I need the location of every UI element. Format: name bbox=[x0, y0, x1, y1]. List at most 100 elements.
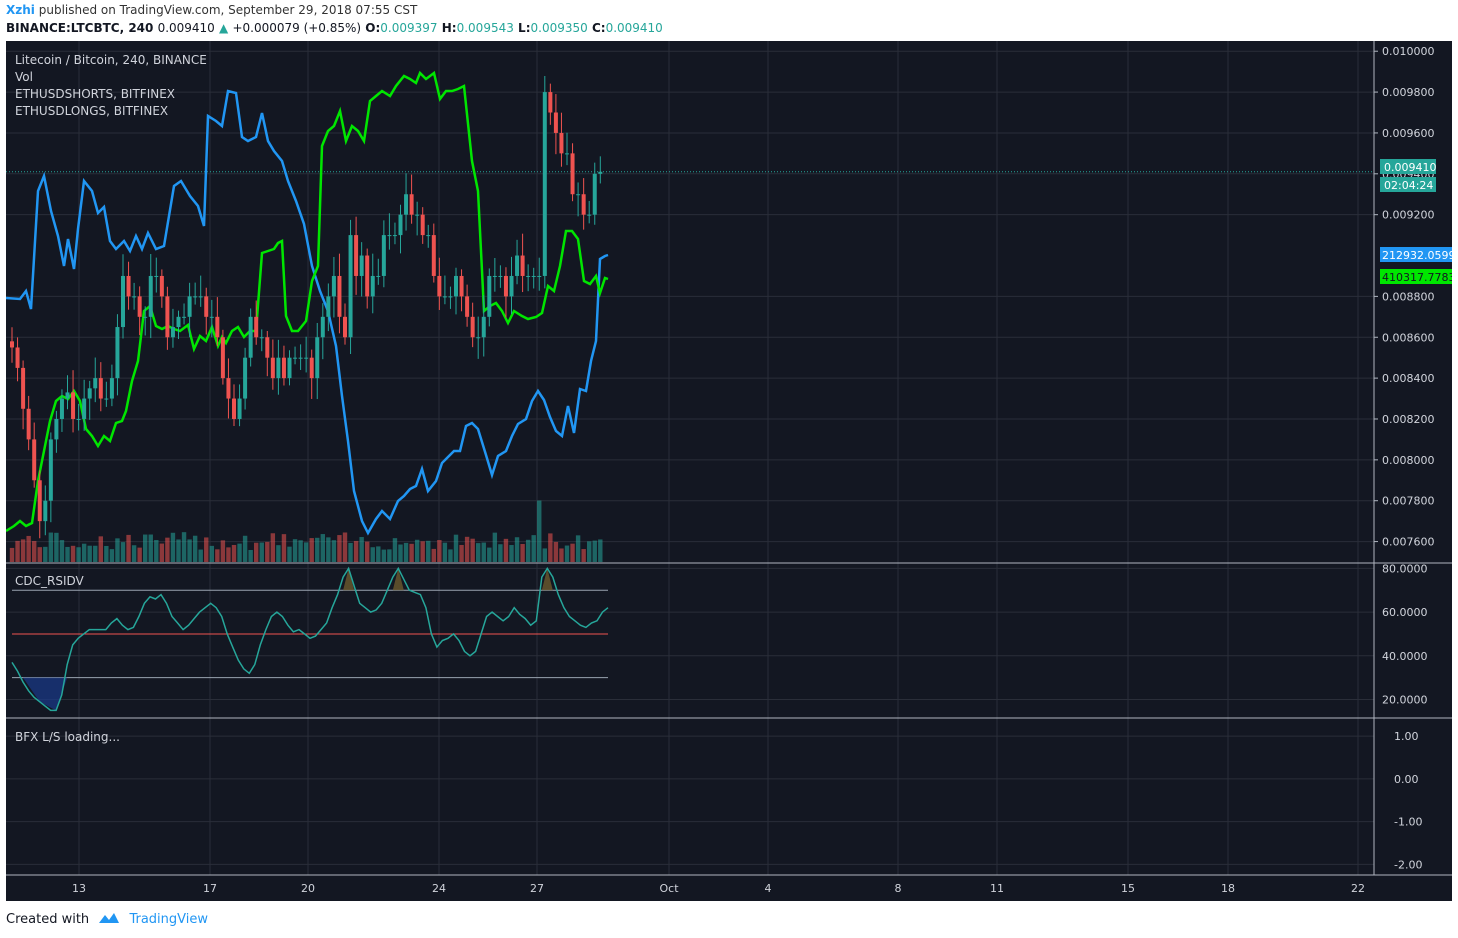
volume-bar bbox=[93, 545, 98, 562]
volume-bar bbox=[309, 538, 314, 562]
candle-body bbox=[320, 316, 325, 338]
grid-lines bbox=[6, 41, 1374, 875]
author-name[interactable]: Xzhi bbox=[6, 3, 35, 17]
candle-body bbox=[87, 388, 92, 399]
volume-bar bbox=[254, 542, 259, 562]
candle-body bbox=[109, 378, 114, 399]
volume-bars bbox=[9, 500, 603, 562]
volume-bar bbox=[281, 534, 287, 562]
volume-bar bbox=[259, 542, 264, 562]
candle-body bbox=[404, 194, 409, 215]
candle-body bbox=[10, 341, 14, 348]
candle-body bbox=[237, 398, 242, 419]
volume-bar bbox=[531, 535, 536, 562]
candle-body bbox=[71, 392, 76, 419]
publish-text: published on TradingView.com, September … bbox=[38, 3, 418, 17]
bfx-tick-label: -1.00 bbox=[1394, 816, 1422, 829]
y-tick-label: 0.008600 bbox=[1382, 331, 1435, 344]
candle-body bbox=[76, 418, 81, 420]
volume-bar bbox=[487, 547, 492, 562]
candle-body bbox=[465, 296, 470, 317]
legend-title: Litecoin / Bitcoin, 240, BINANCE bbox=[15, 53, 207, 67]
volume-bar bbox=[542, 548, 547, 562]
volume-bar bbox=[209, 545, 214, 562]
volume-bar bbox=[459, 544, 464, 562]
candle-body bbox=[426, 235, 431, 237]
candle-body bbox=[248, 316, 253, 358]
candle-body bbox=[132, 296, 137, 298]
volume-bar bbox=[498, 544, 503, 562]
candle-body bbox=[204, 296, 209, 317]
volume-bar bbox=[192, 535, 198, 562]
price-tag-bg bbox=[1380, 159, 1436, 174]
volume-bar bbox=[276, 545, 281, 562]
chart-area[interactable]: 0.010000 0.009800 0.009600 0.009400 0.009200… bbox=[6, 41, 1452, 901]
volume-bar bbox=[9, 547, 15, 562]
volume-bar bbox=[59, 540, 65, 562]
candle-body bbox=[576, 194, 581, 196]
candle-body bbox=[193, 296, 198, 298]
candle-body bbox=[487, 275, 492, 317]
x-tick-label: 27 bbox=[530, 882, 544, 895]
volume-bar bbox=[525, 539, 531, 562]
candle-body bbox=[476, 337, 481, 339]
tradingview-link[interactable]: TradingView bbox=[129, 912, 208, 927]
y-tick-label: 0.008200 bbox=[1382, 413, 1435, 426]
candle-body bbox=[526, 275, 531, 277]
volume-bar bbox=[442, 542, 448, 562]
candle-body bbox=[43, 500, 48, 522]
volume-bar bbox=[165, 537, 170, 562]
volume-bar bbox=[398, 544, 403, 562]
rsi-tick-label: 80.0000 bbox=[1382, 562, 1428, 575]
candle-body bbox=[592, 173, 597, 215]
shorts-tag: 212932.0599 bbox=[1382, 249, 1452, 262]
volume-bar bbox=[470, 538, 475, 562]
volume-bar bbox=[70, 545, 76, 562]
candle-body bbox=[26, 408, 31, 440]
x-tick-label: 15 bbox=[1121, 882, 1135, 895]
volume-bar bbox=[481, 542, 486, 562]
volume-bar bbox=[331, 540, 337, 562]
volume-bar bbox=[204, 537, 209, 562]
candle-body bbox=[165, 296, 170, 338]
close-value: 0.009410 bbox=[605, 21, 663, 35]
legend: Litecoin / Bitcoin, 240, BINANCE Vol ETH… bbox=[15, 53, 207, 744]
candle-body bbox=[454, 275, 458, 297]
volume-bar bbox=[359, 537, 364, 562]
candle-body bbox=[232, 398, 236, 419]
volume-bar bbox=[148, 534, 153, 562]
x-tick-label: 20 bbox=[301, 882, 315, 895]
chart-canvas[interactable]: 0.0100000.0098000.0096000.0094000.009200… bbox=[6, 41, 1452, 901]
candle-body bbox=[21, 367, 26, 409]
candle-body bbox=[515, 255, 520, 276]
candle-body bbox=[187, 296, 192, 317]
candle-body bbox=[520, 255, 525, 276]
candle-body bbox=[220, 337, 225, 379]
candle-body bbox=[376, 275, 381, 277]
y-tick-label: 0.008800 bbox=[1382, 290, 1435, 303]
volume-bar bbox=[154, 540, 159, 562]
volume-bar bbox=[242, 535, 248, 562]
volume-bar bbox=[409, 543, 414, 562]
x-tick-label: 17 bbox=[203, 882, 217, 895]
shorts-line bbox=[6, 89, 609, 536]
candle-body bbox=[309, 357, 314, 379]
volume-bar bbox=[65, 546, 70, 562]
candle-body bbox=[448, 296, 453, 298]
candle-body bbox=[281, 357, 286, 379]
candle-body bbox=[304, 357, 309, 359]
candle-body bbox=[398, 214, 403, 236]
bfx-tick-label: 1.00 bbox=[1394, 730, 1419, 743]
candle-body bbox=[537, 275, 542, 277]
candle-body bbox=[442, 296, 447, 298]
rsi-overbought-fill bbox=[541, 568, 553, 591]
volume-bar bbox=[437, 540, 442, 562]
longs-tag: 410317.7783 bbox=[1382, 271, 1452, 284]
candle-body bbox=[65, 392, 70, 399]
y-tick-label: 0.007800 bbox=[1382, 495, 1435, 508]
candle-body bbox=[548, 92, 553, 113]
candle-body bbox=[121, 275, 125, 328]
rsi-tick-label: 60.0000 bbox=[1382, 606, 1428, 619]
y-tick-label: 0.008400 bbox=[1382, 372, 1435, 385]
open-label: O: bbox=[365, 21, 381, 35]
